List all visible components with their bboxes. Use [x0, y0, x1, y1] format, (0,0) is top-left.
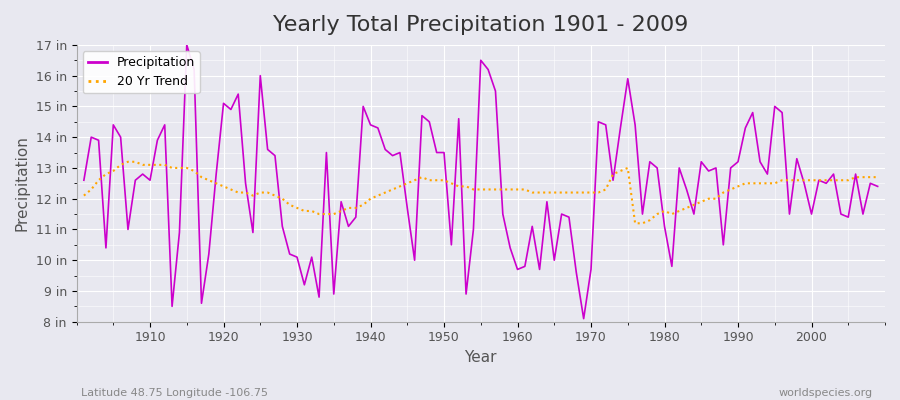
- 20 Yr Trend: [145, 162, 156, 167]
- Line: Precipitation: Precipitation: [84, 45, 878, 319]
- Text: worldspecies.org: worldspecies.org: [778, 388, 873, 398]
- Precipitation: [872, 184, 883, 189]
- Precipitation: [512, 267, 523, 272]
- X-axis label: Year: Year: [464, 350, 497, 365]
- 20 Yr Trend: [78, 193, 89, 198]
- 20 Yr Trend: [512, 187, 523, 192]
- Text: Latitude 48.75 Longitude -106.75: Latitude 48.75 Longitude -106.75: [81, 388, 268, 398]
- 20 Yr Trend: [608, 172, 618, 176]
- 20 Yr Trend: [306, 208, 317, 213]
- Precipitation: [78, 178, 89, 183]
- Y-axis label: Precipitation: Precipitation: [15, 135, 30, 231]
- Legend: Precipitation, 20 Yr Trend: Precipitation, 20 Yr Trend: [83, 51, 200, 93]
- Title: Yearly Total Precipitation 1901 - 2009: Yearly Total Precipitation 1901 - 2009: [273, 15, 688, 35]
- 20 Yr Trend: [350, 206, 361, 210]
- 20 Yr Trend: [122, 159, 133, 164]
- Precipitation: [519, 264, 530, 269]
- Precipitation: [182, 42, 193, 47]
- Precipitation: [138, 172, 148, 176]
- Line: 20 Yr Trend: 20 Yr Trend: [84, 162, 878, 223]
- 20 Yr Trend: [630, 221, 641, 226]
- 20 Yr Trend: [519, 187, 530, 192]
- Precipitation: [579, 316, 590, 321]
- Precipitation: [615, 126, 626, 130]
- Precipitation: [306, 255, 317, 260]
- Precipitation: [350, 215, 361, 220]
- 20 Yr Trend: [872, 175, 883, 180]
